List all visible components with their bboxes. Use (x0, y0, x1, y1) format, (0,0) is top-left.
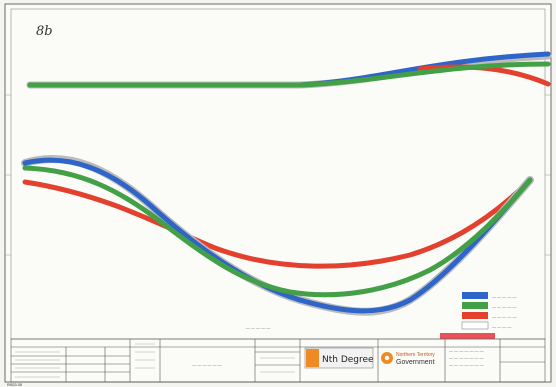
government-logo: Northern Territory Government (381, 352, 435, 366)
legend-swatch-red (462, 312, 488, 319)
lower-blue-line (22, 157, 533, 314)
title-block (10, 338, 546, 383)
title-block-revision-rows (15, 343, 295, 378)
nth-degree-logo: Nth Degree (304, 347, 374, 369)
gov-logo-line2: Government (396, 359, 435, 366)
title-info-line-2: — — — — — — — (449, 355, 484, 360)
lower-green-line (22, 165, 533, 298)
nth-degree-logo-text: Nth Degree (322, 355, 374, 365)
frame-ticks (5, 94, 551, 256)
legend-label-white: — — — — (492, 324, 511, 329)
bottom-left-code: RIB20-08 (7, 383, 22, 387)
title-info-line-3: — — — — — — — (449, 362, 484, 367)
upper-red-line (417, 64, 551, 87)
lower-red-line (22, 177, 533, 269)
legend-swatch-green (462, 302, 488, 309)
upper-green-line (27, 61, 551, 88)
legend-label-red: — — — — — (492, 314, 516, 319)
legend-label-green: — — — — — (492, 304, 516, 309)
title-block-scale-text: — — — — — — (192, 362, 222, 367)
legend-swatch-white (461, 321, 489, 330)
legend: — — — — — — — — — — — — — — — — — — — (440, 292, 516, 339)
upper-profile-group (26, 51, 552, 89)
lower-profile-group (21, 155, 534, 316)
handwritten-sheet-label: 8b (36, 24, 53, 39)
legend-swatch-blue (462, 292, 488, 299)
title-info-line-1: — — — — — — — (449, 348, 484, 353)
legend-red-bar (440, 333, 495, 339)
legend-label-blue: — — — — — (492, 294, 516, 299)
gov-logo-line1: Northern Territory (396, 352, 435, 358)
center-caption: — — — — — (246, 325, 270, 330)
